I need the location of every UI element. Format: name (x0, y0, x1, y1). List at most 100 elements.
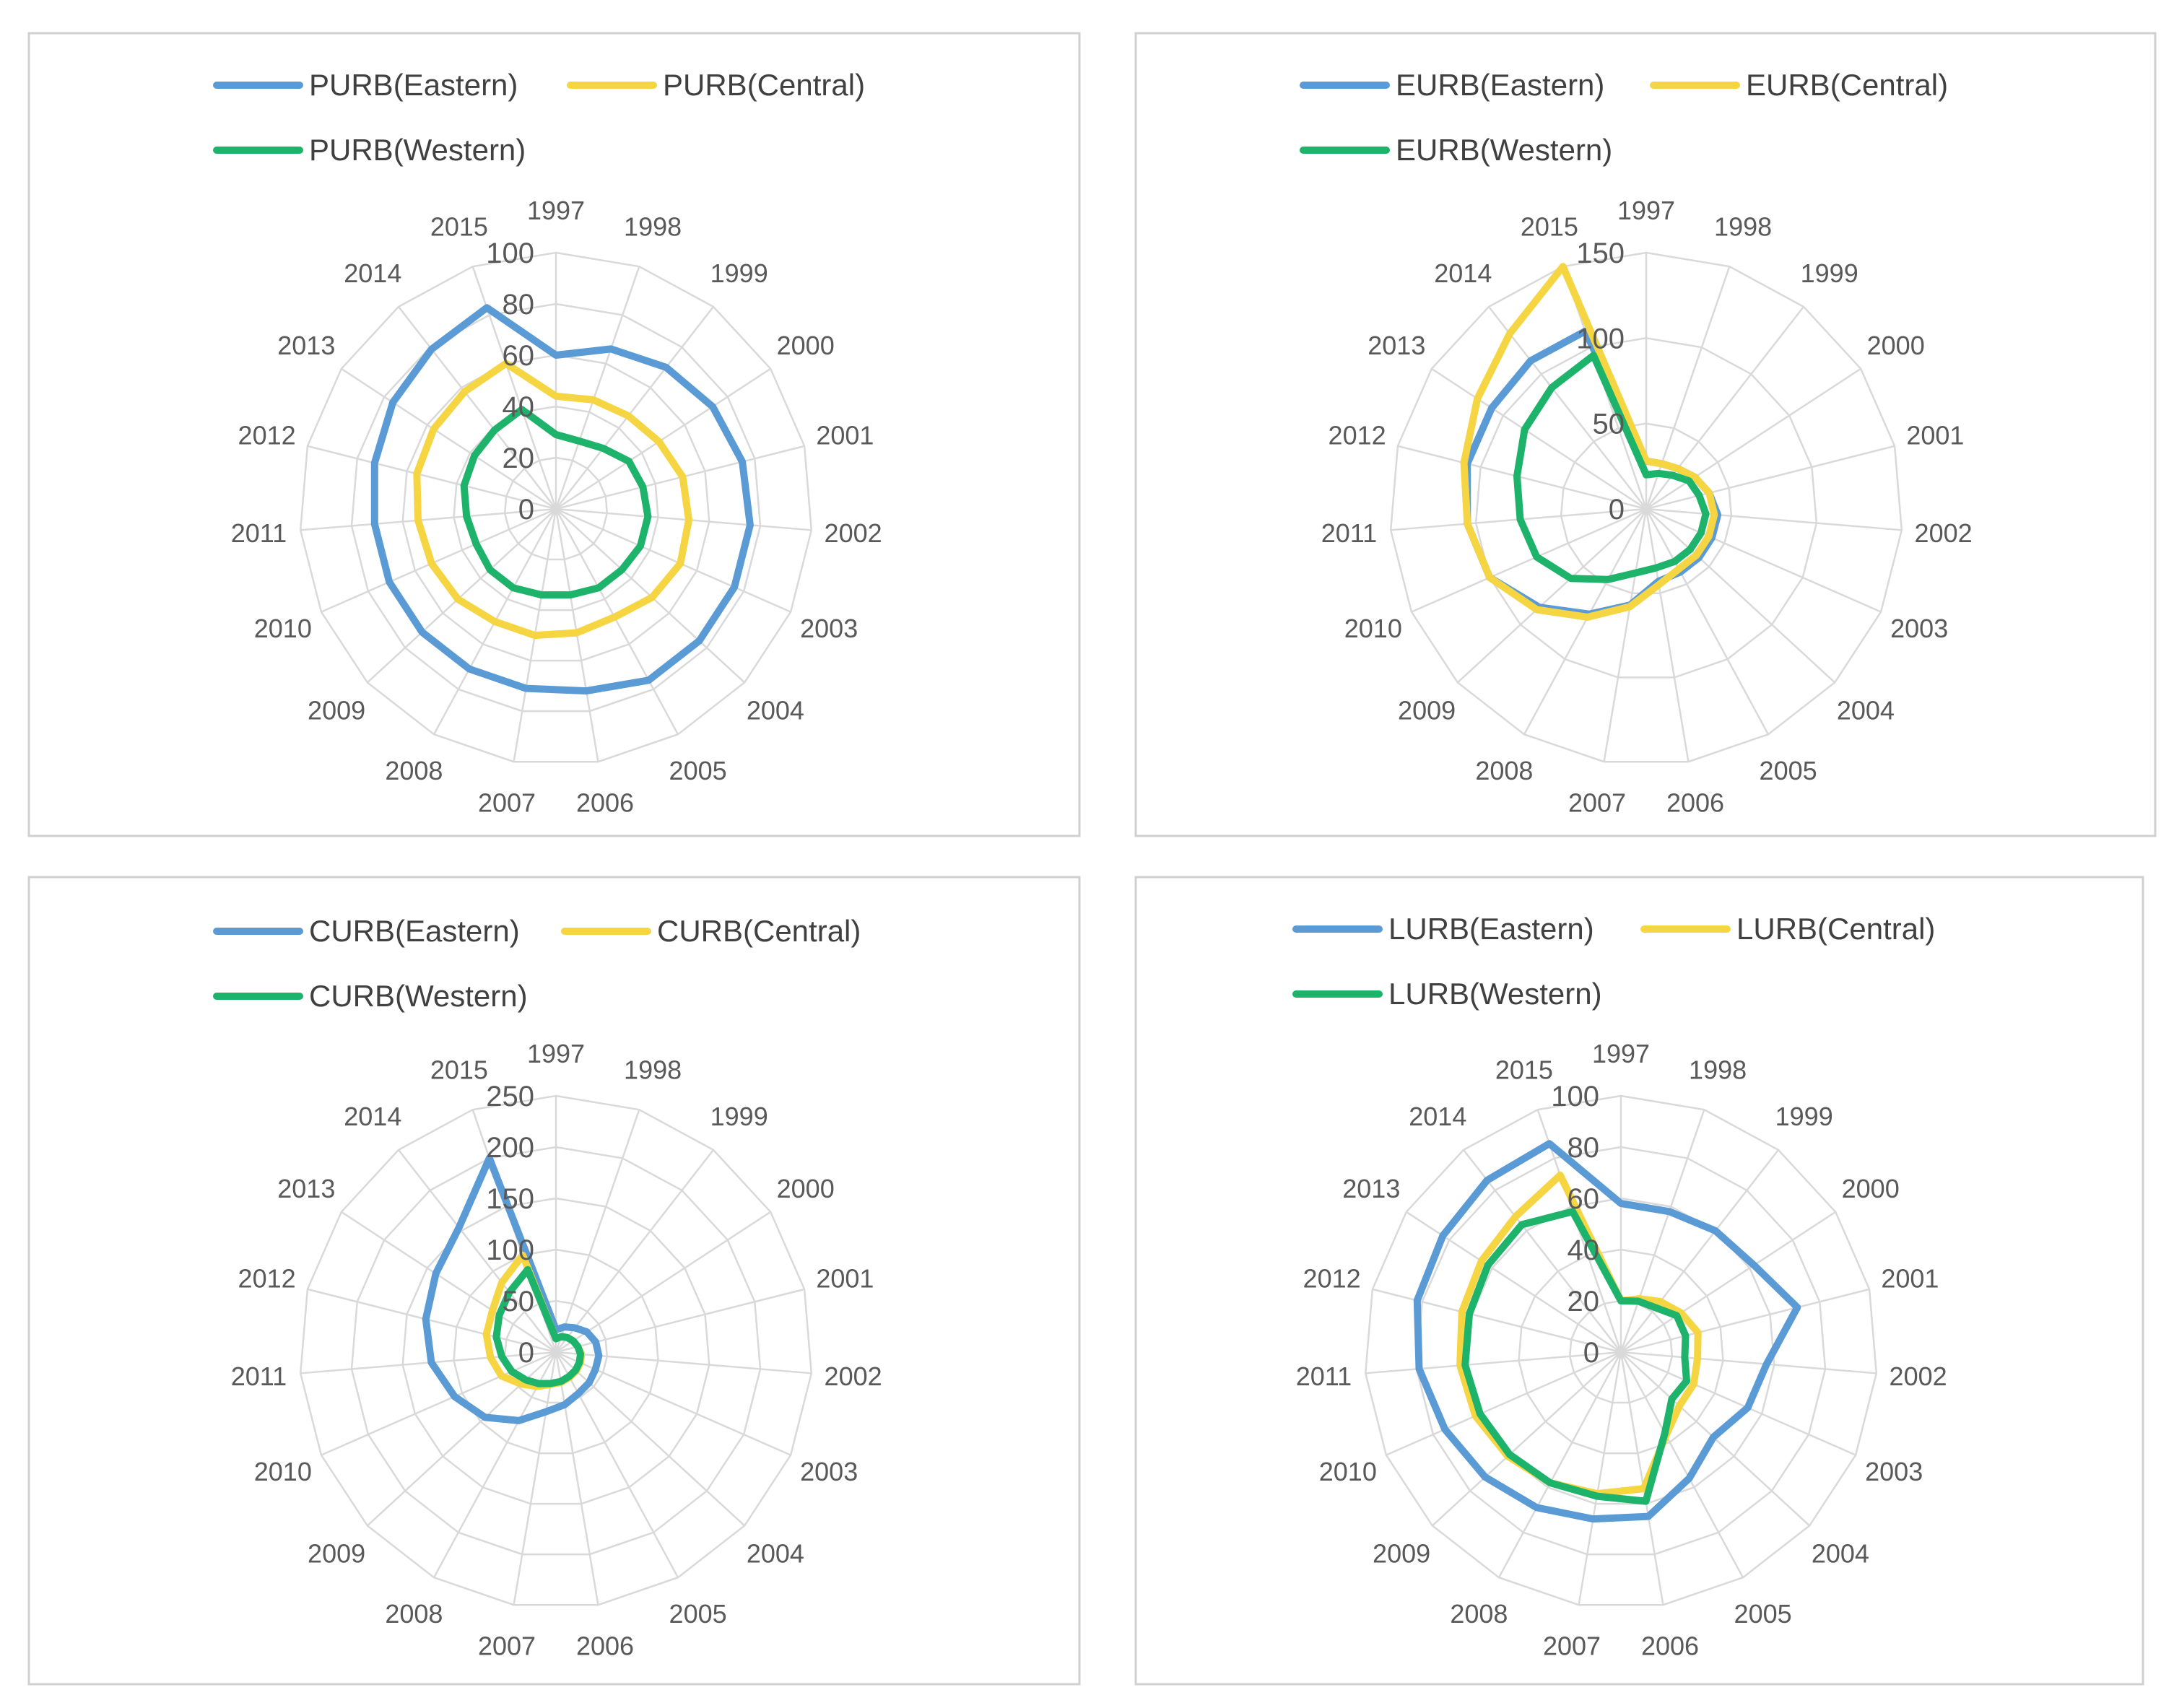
grid-spoke (555, 1351, 679, 1578)
grid-spoke (1462, 1149, 1622, 1353)
grid-spoke (366, 508, 557, 684)
legend-label: PURB(Eastern) (309, 68, 518, 102)
grid-ring (1415, 1146, 1827, 1556)
category-label: 2004 (747, 696, 804, 726)
grid-spoke (555, 1211, 771, 1354)
legend-item-central: PURB(Central) (567, 68, 865, 102)
grid-spoke (555, 266, 640, 510)
category-label: 2001 (816, 1264, 874, 1294)
grid-spoke (1620, 1288, 1870, 1354)
legend-item-eastern: EURB(Eastern) (1300, 68, 1604, 102)
category-label: 2008 (385, 756, 443, 785)
category-label: 2014 (1409, 1102, 1466, 1131)
category-label: 1997 (1592, 1039, 1650, 1068)
category-label: 2009 (1373, 1539, 1430, 1569)
grid-ring (401, 354, 710, 662)
category-label: 2002 (1915, 518, 1973, 548)
category-label: 2003 (800, 1457, 858, 1486)
grid-ring (503, 1299, 609, 1404)
grid-spoke (1603, 508, 1648, 762)
category-label: 2012 (1303, 1264, 1361, 1294)
category-label: 2005 (669, 1599, 727, 1629)
category-label: 2009 (308, 1539, 365, 1569)
grid-spoke (555, 507, 791, 613)
category-label: 1999 (710, 1102, 768, 1131)
legend-label: EURB(Eastern) (1396, 68, 1604, 102)
tick-label: 80 (1568, 1132, 1600, 1164)
tick-label: 100 (486, 238, 534, 269)
grid-spoke (321, 1351, 557, 1456)
category-label: 2011 (231, 1361, 287, 1391)
legend-label: EURB(Central) (1746, 68, 1948, 102)
grid-spoke (341, 367, 557, 510)
category-label: 2013 (1342, 1174, 1400, 1203)
grid-spoke (1365, 1351, 1622, 1374)
category-label: 2007 (1543, 1631, 1601, 1660)
series-line-eastern (370, 304, 754, 695)
tick-label: 0 (518, 1337, 534, 1369)
grid-spoke (1411, 507, 1647, 613)
purb-radar-chart: 0 20 40 60 80 100 1997 1998 1999 2000 2001 2002 2003… (27, 32, 1081, 837)
grid-ring (401, 1197, 710, 1505)
curb-panel-frame (27, 876, 1081, 1686)
grid-spoke (1645, 507, 1882, 613)
category-label: 2013 (277, 1174, 335, 1203)
grid-ring (299, 1094, 813, 1606)
legend-item-western: LURB(Western) (1292, 977, 1602, 1011)
grid-spoke (1619, 1351, 1664, 1605)
category-label: 2004 (1837, 696, 1895, 726)
legend-item-eastern: LURB(Eastern) (1292, 912, 1594, 946)
category-label: 2014 (344, 1102, 401, 1131)
category-label: 2012 (238, 1264, 296, 1294)
grid-spoke (555, 306, 715, 510)
legend-item-western: CURB(Western) (213, 979, 528, 1013)
grid-ring (350, 1146, 762, 1556)
category-label: 2001 (816, 421, 874, 450)
category-label: 2006 (576, 788, 634, 817)
category-label: 1999 (1801, 258, 1858, 288)
tick-label: 100 (1551, 1081, 1599, 1112)
tick-label: 50 (503, 1286, 535, 1317)
legend-item-central: EURB(Central) (1650, 68, 1948, 102)
category-label: 1998 (1714, 212, 1772, 241)
grid-ring (1474, 337, 1818, 679)
category-label: 2006 (576, 1631, 634, 1660)
grid-ring (1518, 1248, 1724, 1455)
category-label: 2003 (1865, 1457, 1923, 1486)
category-label: 1998 (1689, 1055, 1747, 1084)
legend-item-eastern: PURB(Eastern) (213, 68, 518, 102)
grid-spoke (307, 445, 557, 510)
grid-ring (453, 1248, 659, 1455)
grid-spoke (555, 367, 771, 510)
grid-spoke (555, 1109, 640, 1353)
category-label: 1997 (527, 196, 585, 225)
grid-spoke (555, 507, 812, 531)
category-label: 2011 (1321, 518, 1377, 548)
series-line-central (1456, 1171, 1702, 1498)
category-label: 2011 (231, 518, 287, 548)
tick-label: 20 (1568, 1286, 1600, 1317)
grid-spoke (1431, 367, 1647, 510)
grid-spoke (1523, 508, 1648, 735)
category-label: 2014 (344, 258, 401, 288)
category-label: 1997 (1617, 196, 1675, 225)
grid-spoke (1431, 1351, 1622, 1527)
tick-label: 50 (1593, 409, 1625, 440)
category-label: 2002 (825, 518, 882, 548)
grid-spoke (1497, 1351, 1622, 1578)
grid-spoke (1620, 1351, 1856, 1456)
category-label: 2007 (478, 788, 536, 817)
tick-label: 250 (486, 1081, 534, 1112)
curb-radar-chart: 0 50 100 150 200 250 1997 1998 1999 2000 2001 2002 2… (27, 876, 1081, 1686)
category-label: 2006 (1641, 1631, 1699, 1660)
grid-spoke (1645, 445, 1895, 510)
grid-spoke (1397, 445, 1647, 510)
category-label: 2004 (747, 1539, 804, 1569)
category-label: 1998 (624, 212, 682, 241)
eurb-radar-chart: 0 50 100 150 1997 1998 1999 2000 2001 2002 2003 200… (1134, 32, 2157, 837)
grid-spoke (1619, 1351, 1744, 1578)
category-label: 2015 (430, 212, 488, 241)
category-label: 2008 (1475, 756, 1533, 785)
legend-label: LURB(Eastern) (1388, 912, 1594, 946)
